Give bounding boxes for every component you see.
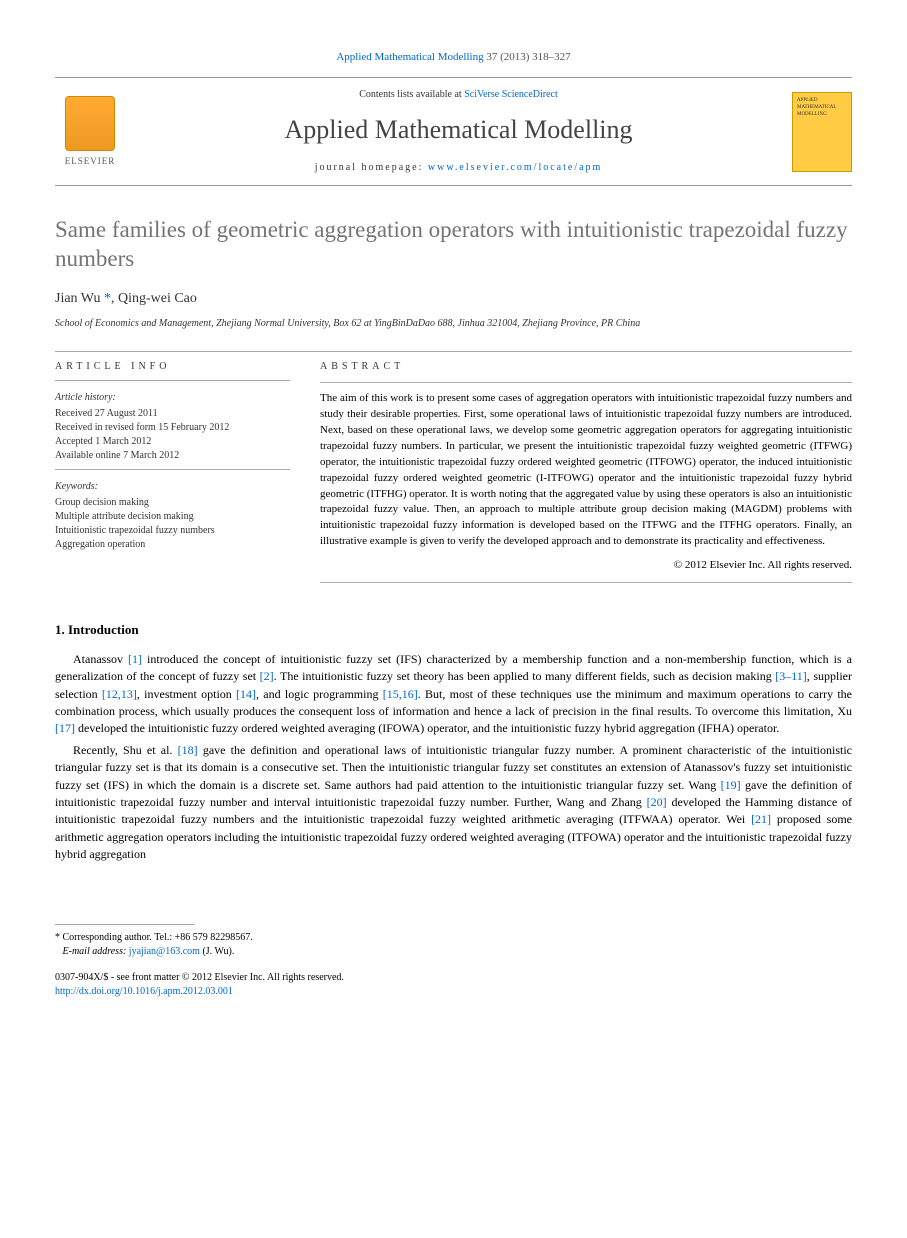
- ref-link[interactable]: [2]: [260, 669, 274, 683]
- ref-link[interactable]: [15,16]: [383, 687, 418, 701]
- intro-p2: Recently, Shu et al. [18] gave the defin…: [55, 742, 852, 864]
- article-info-label: ARTICLE INFO: [55, 360, 290, 374]
- keyword: Intuitionistic trapezoidal fuzzy numbers: [55, 524, 290, 538]
- section-1-heading: 1. Introduction: [55, 621, 852, 639]
- bottom-info: 0307-904X/$ - see front matter © 2012 El…: [55, 971, 852, 999]
- contents-line: Contents lists available at SciVerse Sci…: [140, 88, 777, 102]
- abstract-copyright: © 2012 Elsevier Inc. All rights reserved…: [320, 558, 852, 573]
- divider: [320, 582, 852, 583]
- history-item: Accepted 1 March 2012: [55, 435, 290, 449]
- homepage-link[interactable]: www.elsevier.com/locate/apm: [428, 162, 602, 173]
- history-item: Received in revised form 15 February 201…: [55, 421, 290, 435]
- keywords-label: Keywords:: [55, 480, 290, 494]
- abstract-label: ABSTRACT: [320, 360, 852, 374]
- divider: [55, 380, 290, 381]
- divider: [55, 469, 290, 470]
- banner-center: Contents lists available at SciVerse Sci…: [140, 88, 777, 174]
- history-item: Received 27 August 2011: [55, 407, 290, 421]
- citation-link[interactable]: Applied Mathematical Modelling: [336, 51, 483, 63]
- keyword: Aggregation operation: [55, 538, 290, 552]
- ref-link[interactable]: [1]: [128, 652, 142, 666]
- history-item: Available online 7 March 2012: [55, 449, 290, 463]
- divider: [55, 351, 852, 352]
- ref-link[interactable]: [18]: [178, 743, 198, 757]
- ref-link[interactable]: [14]: [236, 687, 256, 701]
- history-label: Article history:: [55, 391, 290, 405]
- journal-name: Applied Mathematical Modelling: [140, 112, 777, 148]
- keyword: Multiple attribute decision making: [55, 510, 290, 524]
- affiliation: School of Economics and Management, Zhej…: [55, 317, 852, 331]
- footnote-divider: [55, 924, 195, 925]
- sciencedirect-link[interactable]: SciVerse ScienceDirect: [464, 89, 558, 100]
- divider: [320, 382, 852, 383]
- intro-p1: Atanassov [1] introduced the concept of …: [55, 651, 852, 738]
- issn-line: 0307-904X/$ - see front matter © 2012 El…: [55, 971, 852, 985]
- authors: Jian Wu *, Qing-wei Cao: [55, 289, 852, 309]
- article-info-col: ARTICLE INFO Article history: Received 2…: [55, 360, 290, 591]
- elsevier-tree-icon: [65, 96, 115, 151]
- homepage-line: journal homepage: www.elsevier.com/locat…: [140, 161, 777, 175]
- abstract-col: ABSTRACT The aim of this work is to pres…: [320, 360, 852, 591]
- ref-link[interactable]: [19]: [721, 778, 741, 792]
- corresponding-star-link[interactable]: *: [104, 291, 111, 306]
- email-link[interactable]: jyajian@163.com: [129, 946, 200, 957]
- cover-thumbnail[interactable]: APPLIED MATHEMATICAL MODELLING: [792, 92, 852, 172]
- journal-banner: ELSEVIER Contents lists available at Sci…: [55, 77, 852, 185]
- running-header: Applied Mathematical Modelling 37 (2013)…: [55, 50, 852, 65]
- ref-link[interactable]: [21]: [751, 812, 771, 826]
- citation-vol: 37 (2013) 318–327: [486, 51, 570, 63]
- ref-link[interactable]: [20]: [647, 795, 667, 809]
- elsevier-label: ELSEVIER: [65, 155, 116, 168]
- doi-link[interactable]: http://dx.doi.org/10.1016/j.apm.2012.03.…: [55, 986, 233, 997]
- article-title: Same families of geometric aggregation o…: [55, 216, 852, 274]
- author-2: , Qing-wei Cao: [111, 291, 197, 306]
- ref-link[interactable]: [3–11]: [775, 669, 807, 683]
- keyword: Group decision making: [55, 496, 290, 510]
- ref-link[interactable]: [17]: [55, 721, 75, 735]
- ref-link[interactable]: [12,13]: [102, 687, 137, 701]
- corresponding-footnote: * Corresponding author. Tel.: +86 579 82…: [55, 931, 852, 959]
- info-abstract-row: ARTICLE INFO Article history: Received 2…: [55, 360, 852, 591]
- abstract-text: The aim of this work is to present some …: [320, 391, 852, 550]
- article-page: Applied Mathematical Modelling 37 (2013)…: [0, 0, 907, 1039]
- elsevier-logo[interactable]: ELSEVIER: [55, 92, 125, 172]
- author-1: Jian Wu: [55, 291, 100, 306]
